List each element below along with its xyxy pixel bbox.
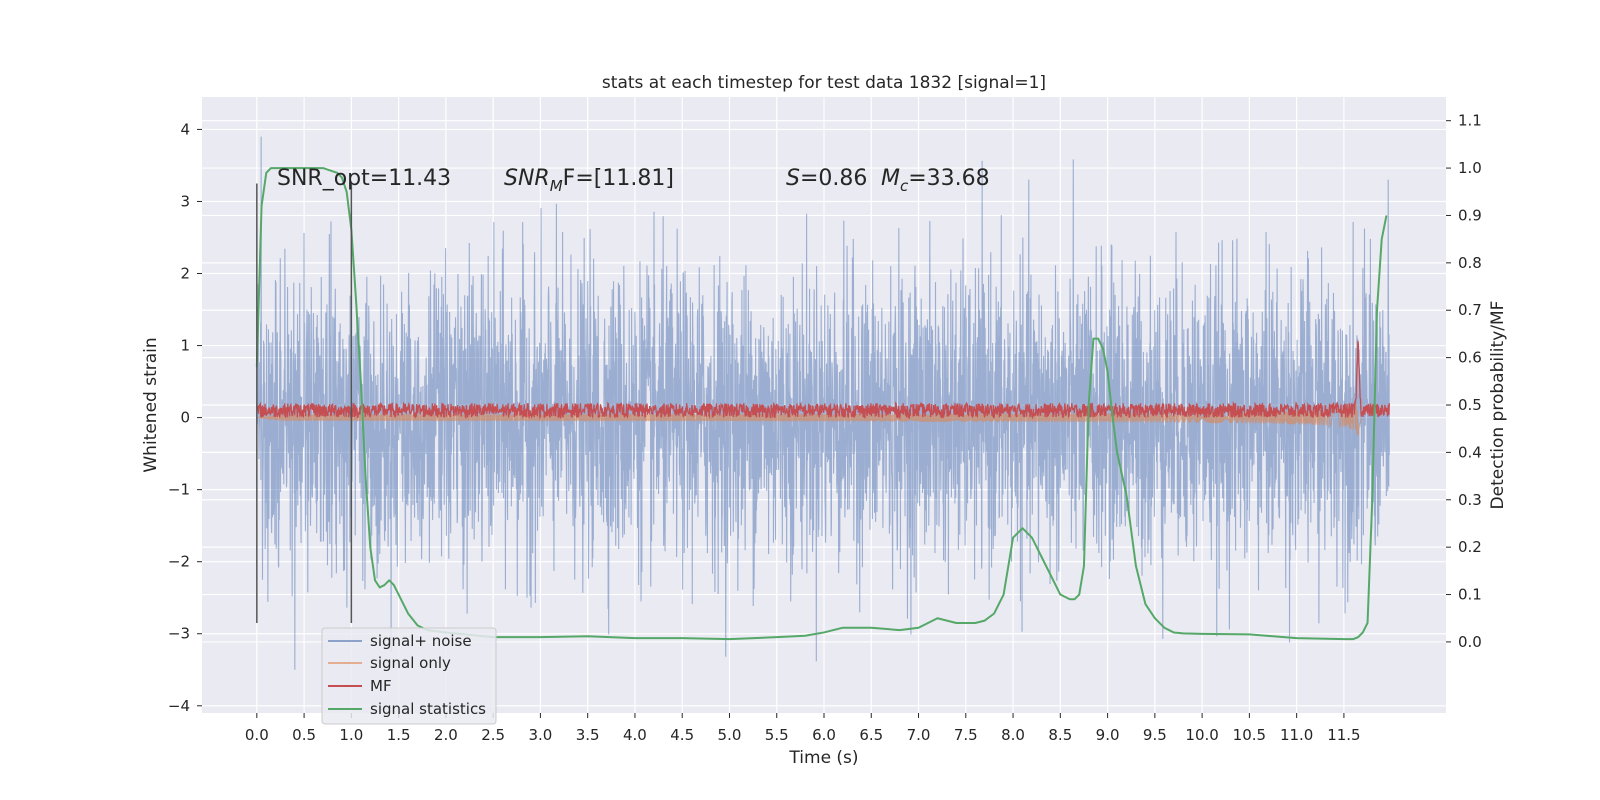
annotation-s-base: S	[786, 166, 800, 191]
x-tick-label: 8.0	[1001, 726, 1025, 744]
chart-title: stats at each timestep for test data 183…	[602, 73, 1046, 93]
series-signal-statistics	[255, 167, 1388, 641]
x-tick-label: 10.0	[1185, 726, 1218, 744]
annotation-mc-sub: c	[900, 177, 909, 195]
series-mf	[256, 340, 1390, 420]
y-tick-label: −3	[168, 625, 190, 643]
y-axis-label: Whitened strain	[141, 337, 161, 472]
y2-tick-label: 0.5	[1458, 396, 1482, 414]
x-tick-label: 9.5	[1143, 726, 1167, 744]
legend-box	[321, 627, 497, 725]
x-tick-label: 4.5	[670, 726, 694, 744]
tick-layer: 0.0 0.5 1.0 1.5 2.0 2.5 3.0 3.5 4.0 4.5 5.0 5.5 6.0 6…	[168, 112, 1482, 744]
y2-axis-label: Detection probability/MF	[1488, 301, 1508, 510]
y-tick-label: 0	[180, 409, 190, 427]
legend-label-mf: MF	[370, 677, 392, 695]
annotation-snr-mf-base: SNR	[504, 166, 550, 191]
y-tick-label: 3	[180, 192, 190, 210]
x-tick-label: 5.5	[765, 726, 789, 744]
y-tick-label: 2	[180, 265, 190, 283]
y2-tick-label: 0.2	[1458, 538, 1482, 556]
y-tick-label: −4	[168, 697, 190, 715]
x-tick-label: 3.0	[528, 726, 552, 744]
x-tick-label: 3.5	[576, 726, 600, 744]
x-tick-label: 8.5	[1048, 726, 1072, 744]
legend-label-signal-only: signal only	[370, 654, 451, 672]
y2-tick-label: 1.0	[1458, 159, 1482, 177]
legend-label-signal-statistics: signal statistics	[370, 700, 486, 718]
x-tick-label: 4.0	[623, 726, 647, 744]
x-axis-label: Time (s)	[788, 748, 858, 768]
x-tick-label: 9.0	[1096, 726, 1120, 744]
y2-tick-label: 0.1	[1458, 586, 1482, 604]
x-tick-label: 10.5	[1233, 726, 1266, 744]
y-tick-label: −2	[168, 553, 190, 571]
annotation-mc-base: M	[881, 166, 900, 191]
y-tick-label: 1	[180, 337, 190, 355]
annotation-snr-mf: SNRMF=[11.81]	[504, 166, 674, 195]
x-tick-label: 7.5	[954, 726, 978, 744]
data-layer	[255, 136, 1390, 670]
x-tick-label: 2.5	[481, 726, 505, 744]
x-tick-label: 11.5	[1327, 726, 1360, 744]
x-tick-label: 7.0	[907, 726, 931, 744]
y2-tick-label: 0.6	[1458, 349, 1482, 367]
annotation-mc-tail: =33.68	[908, 166, 989, 191]
x-tick-label: 6.0	[812, 726, 836, 744]
annotation-snr-opt: SNR_opt=11.43	[277, 166, 451, 191]
x-tick-label: 11.0	[1280, 726, 1313, 744]
annotation-snr-mf-tail: F=[11.81]	[563, 166, 674, 191]
x-tick-label: 1.5	[387, 726, 411, 744]
y2-tick-label: 0.9	[1458, 206, 1482, 224]
x-tick-label: 2.0	[434, 726, 458, 744]
x-tick-label: 6.5	[859, 726, 883, 744]
annotation-s: S=0.86	[786, 166, 867, 191]
x-tick-label: 5.0	[718, 726, 742, 744]
y2-tick-label: 0.4	[1458, 443, 1482, 461]
y2-tick-label: 0.8	[1458, 254, 1482, 272]
x-tick-label: 0.0	[245, 726, 269, 744]
legend: signal+ noise signal only MF signal stat…	[321, 627, 497, 725]
y2-tick-label: 0.3	[1458, 491, 1482, 509]
x-tick-label: 0.5	[292, 726, 316, 744]
annotation-s-tail: =0.86	[800, 166, 867, 191]
legend-label-signal-noise: signal+ noise	[370, 632, 472, 650]
annotation-snr-mf-sub: M	[550, 177, 563, 195]
y2-tick-label: 0.7	[1458, 301, 1482, 319]
annotation-mc: Mc=33.68	[881, 166, 990, 195]
x-tick-label: 1.0	[339, 726, 363, 744]
y-tick-label: −1	[168, 481, 190, 499]
y2-tick-label: 0.0	[1458, 633, 1482, 651]
series-signal-noise	[256, 136, 1390, 670]
y2-tick-label: 1.1	[1458, 112, 1482, 130]
y-tick-label: 4	[180, 120, 190, 138]
